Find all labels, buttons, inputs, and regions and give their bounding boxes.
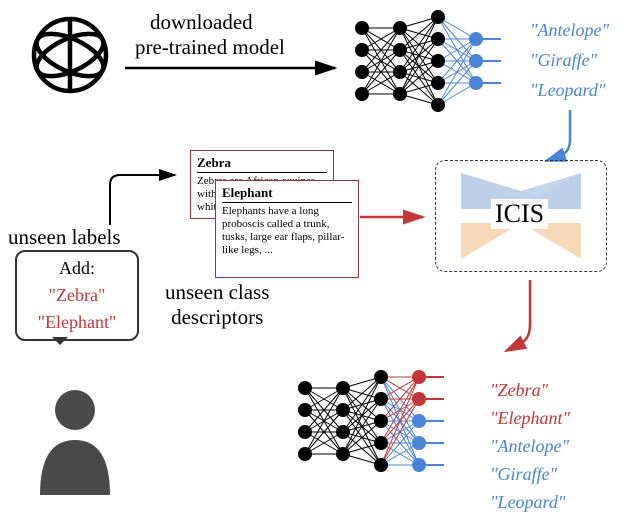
speech-bubble: Add: "Zebra" "Elephant" — [15, 250, 139, 341]
out-antelope: "Antelope" — [530, 20, 609, 41]
card-elephant-body: Elephants have a long proboscis called a… — [222, 205, 352, 258]
arrow-cards-to-icis — [355, 205, 435, 235]
card-elephant: Elephant Elephants have a long proboscis… — [215, 180, 359, 278]
download-label-1: downloaded — [150, 10, 253, 35]
globe-icon — [25, 10, 115, 100]
speech-zebra: "Zebra" — [27, 285, 127, 306]
out2-zebra: "Zebra" — [490, 380, 548, 401]
nn-top — [350, 5, 530, 135]
person-icon — [30, 385, 120, 505]
icis-label: ICIS — [491, 199, 548, 229]
out2-antelope: "Antelope" — [490, 436, 569, 457]
speech-add: Add: — [27, 258, 127, 279]
out2-giraffe: "Giraffe" — [490, 464, 557, 485]
speech-elephant: "Elephant" — [27, 312, 127, 333]
nn-bottom — [293, 365, 493, 525]
out-giraffe: "Giraffe" — [530, 50, 597, 71]
arrow-speech-to-cards — [100, 165, 190, 245]
out2-leopard: "Leopard" — [490, 492, 565, 513]
download-label-2: pre-trained model — [135, 35, 285, 60]
out2-elephant: "Elephant" — [490, 408, 570, 429]
card-elephant-title: Elephant — [222, 185, 352, 203]
out-leopard: "Leopard" — [530, 80, 605, 101]
icis-box: ICIS — [435, 160, 607, 272]
card-zebra-title: Zebra — [197, 155, 327, 173]
arrow-icis-to-bottom — [500, 275, 560, 365]
arrow-download — [120, 58, 350, 88]
descriptors-label: unseen class descriptors — [165, 280, 269, 330]
